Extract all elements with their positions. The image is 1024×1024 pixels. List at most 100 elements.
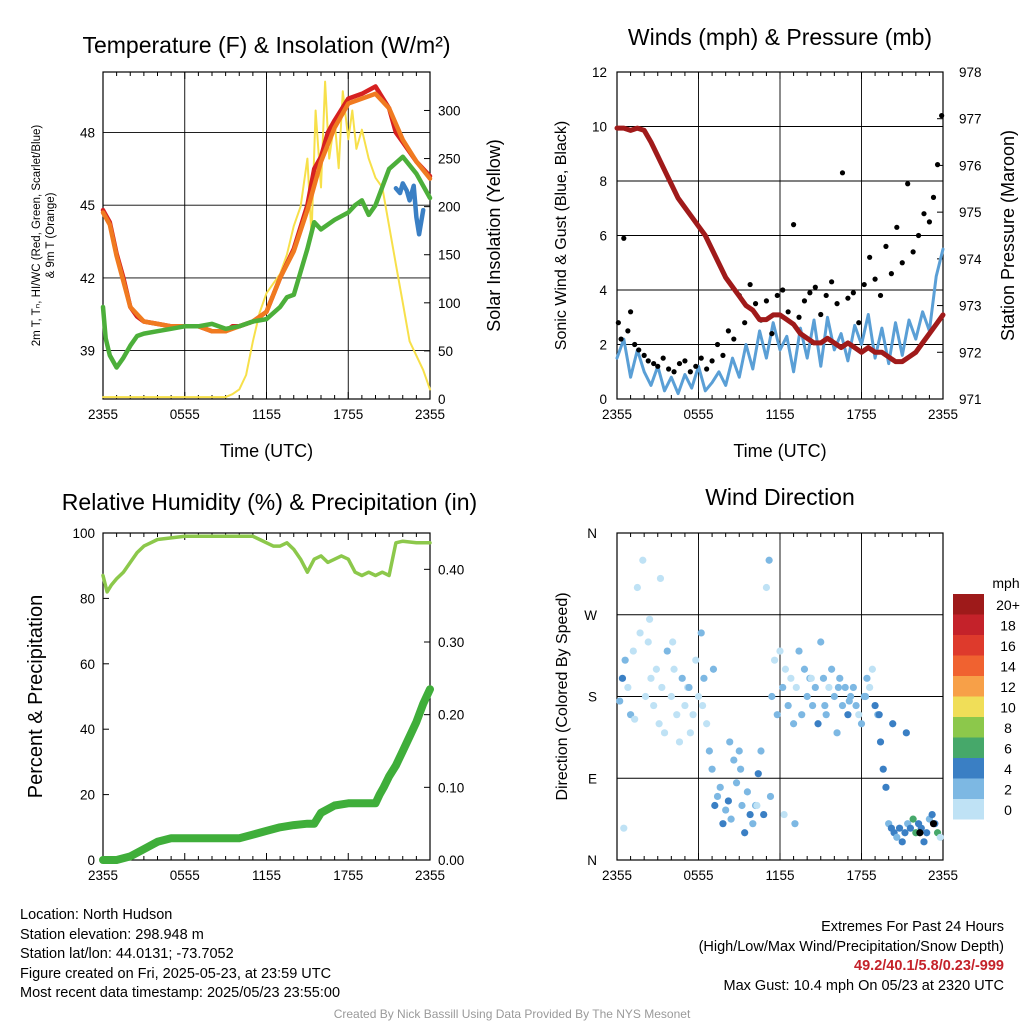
panel2-ytick-label: 10 <box>592 120 607 135</box>
panel1-y2label: Solar Insolation (Yellow) <box>484 139 504 331</box>
direction-point <box>821 701 829 710</box>
gust-point <box>888 271 894 277</box>
direction-point <box>631 715 639 723</box>
panel3-frame <box>102 532 431 861</box>
gust-point <box>660 355 666 361</box>
direction-point <box>681 701 689 710</box>
panel3-ytick-label: 40 <box>80 722 95 737</box>
gust-point <box>872 276 878 282</box>
gust-point <box>641 352 647 358</box>
direction-point <box>673 711 681 719</box>
panel1-xtick-label: 2355 <box>88 407 118 422</box>
panel2-xtick-label: 0555 <box>683 407 713 422</box>
panel2-xtick-label: 2355 <box>928 407 958 422</box>
speed-legend-label: 18 <box>1000 618 1016 634</box>
direction-point <box>855 711 863 719</box>
direction-point <box>857 720 866 728</box>
direction-point <box>658 683 666 692</box>
direction-point <box>920 838 928 846</box>
panel1-ytick-label: 42 <box>80 271 95 286</box>
panel3-ytick-label: 20 <box>80 788 95 803</box>
gust-point <box>926 219 933 225</box>
direction-point <box>711 801 719 810</box>
speed-legend-label: 4 <box>1004 761 1012 777</box>
direction-point <box>863 674 871 682</box>
panel2-y2tick-label: 976 <box>959 158 982 173</box>
gust-point <box>742 320 748 326</box>
direction-point <box>726 738 734 746</box>
direction-point <box>781 665 790 673</box>
gust-point <box>704 366 710 372</box>
direction-point <box>784 701 792 710</box>
panel1-y2tick-label: 150 <box>438 248 461 263</box>
direction-point <box>669 638 677 646</box>
direction-point <box>768 692 776 701</box>
panel4-xtick-label: 1155 <box>765 868 794 883</box>
direction-point <box>766 792 775 801</box>
gust-point <box>850 290 856 296</box>
panel1-title: Temperature (F) & Insolation (W/m²) <box>82 32 450 58</box>
direction-point <box>819 674 828 682</box>
panel2-ylabel: Sonic Wind & Gust (Blue, Black) <box>553 121 570 350</box>
panel3-y2tick-label: 0.10 <box>438 780 464 795</box>
direction-point <box>743 788 752 796</box>
direction-point <box>841 683 849 692</box>
panel4-ytick-label: W <box>584 608 597 623</box>
direction-point <box>770 656 779 664</box>
direction-point <box>732 779 741 787</box>
direction-point <box>936 833 944 841</box>
direction-point <box>730 756 738 764</box>
direction-point <box>644 638 652 646</box>
gust-point <box>632 341 638 348</box>
speed-legend-swatch <box>953 758 984 779</box>
gust-point <box>823 292 829 299</box>
gust-point <box>785 309 791 315</box>
extremes-values: 49.2/40.1/5.8/0.23/-999 <box>854 958 1004 974</box>
speed-legend-swatch <box>953 655 984 676</box>
direction-point <box>868 665 876 673</box>
speed-legend-label: 6 <box>1004 741 1012 757</box>
panel1-xtick-label: 1755 <box>333 407 363 422</box>
panel1-y2tick-label: 300 <box>438 103 461 118</box>
direction-point <box>705 747 713 755</box>
speed-legend-swatch <box>953 696 984 717</box>
direction-point <box>776 647 784 655</box>
direction-point <box>902 729 910 737</box>
extremes-title: Extremes For Past 24 Hours <box>821 919 1004 935</box>
direction-point <box>655 720 663 728</box>
panel1-y2tick-label: 200 <box>438 200 461 215</box>
panel3-ylabel: Percent & Precipitation <box>25 595 47 798</box>
gust-point <box>818 311 824 318</box>
speed-legend-label: 12 <box>1000 679 1016 695</box>
direction-point <box>694 692 703 701</box>
direction-point <box>825 683 833 692</box>
gust-point <box>636 347 642 353</box>
gust-point <box>725 328 731 334</box>
direction-point <box>670 665 678 673</box>
direction-point <box>838 701 847 710</box>
station-location: Location: North Hudson <box>20 907 173 923</box>
gust-point <box>812 284 818 290</box>
direction-point <box>703 720 711 728</box>
gust-point <box>627 309 634 315</box>
direction-point <box>779 683 787 692</box>
direction-point <box>765 556 773 564</box>
gust-point <box>939 113 945 119</box>
gust-point <box>894 224 900 230</box>
direction-point <box>697 629 705 637</box>
sonic-wind-line <box>615 247 945 396</box>
panel4-ylabel: Direction (Colored By Speed) <box>554 592 571 800</box>
direction-point <box>667 692 675 701</box>
speed-legend-swatch <box>953 799 984 820</box>
series-t-d-line <box>100 154 433 370</box>
gust-point <box>618 336 624 342</box>
direction-point <box>757 747 765 755</box>
panel2-ytick-label: 6 <box>599 229 607 244</box>
speed-legend-swatch <box>953 717 984 738</box>
direction-point <box>898 838 906 846</box>
panel2-ytick-label: 8 <box>599 174 607 189</box>
gust-point <box>714 341 721 348</box>
panel2-xtick-label: 1755 <box>846 407 876 422</box>
direction-point <box>879 765 887 773</box>
